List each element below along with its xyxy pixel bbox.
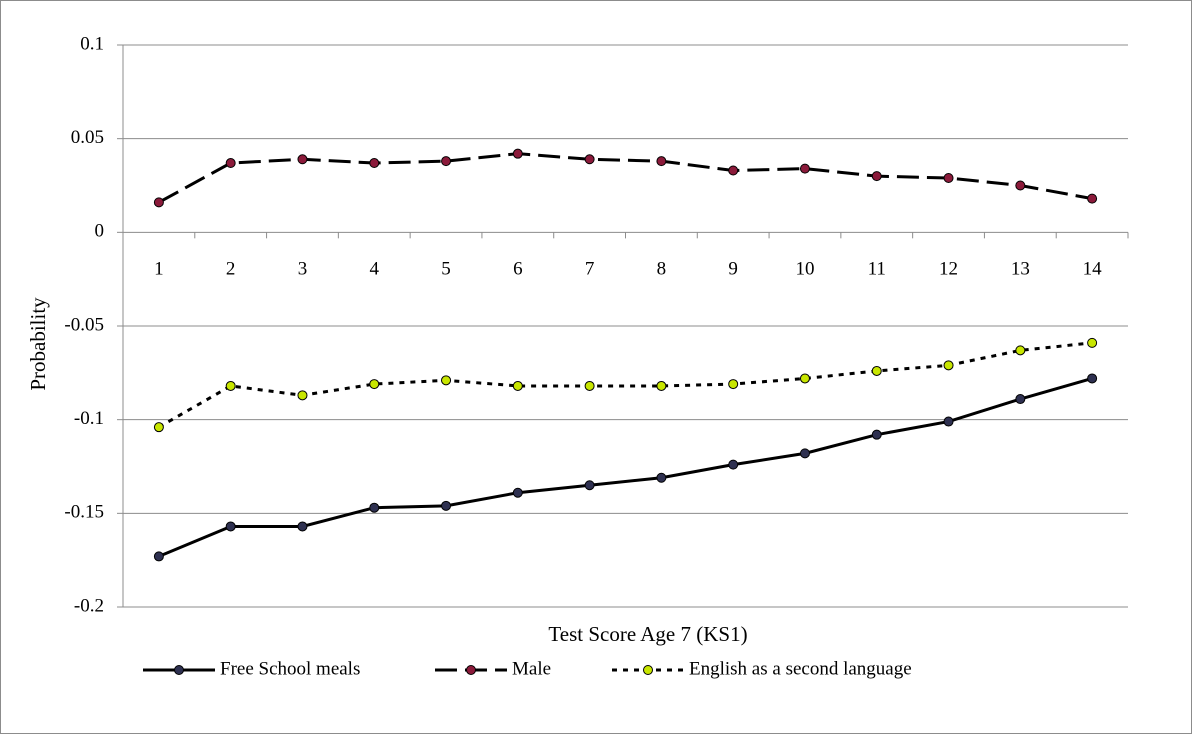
- point: [584, 480, 595, 491]
- x-tick-label: 13: [1011, 258, 1030, 279]
- y-tick-label: 0.05: [71, 127, 104, 148]
- point: [225, 521, 236, 532]
- point: [656, 156, 667, 167]
- legend-label: Male: [512, 658, 551, 679]
- legend-label: Free School meals: [220, 658, 360, 679]
- x-tick-label: 4: [370, 258, 380, 279]
- point: [728, 459, 739, 470]
- point: [441, 500, 452, 511]
- y-tick-label: -0.2: [74, 595, 104, 616]
- point: [584, 380, 595, 391]
- legend-label: English as a second language: [689, 658, 912, 679]
- x-tick-label: 11: [868, 258, 886, 279]
- point: [656, 472, 667, 483]
- point: [512, 380, 523, 391]
- point: [369, 502, 380, 513]
- series-line: [158, 377, 1093, 558]
- y-tick-label: -0.15: [64, 502, 104, 523]
- point: [943, 173, 954, 184]
- x-tick-label: 2: [226, 258, 236, 279]
- point: [799, 448, 810, 459]
- point: [297, 521, 308, 532]
- point: [225, 380, 236, 391]
- x-tick-label: 5: [441, 258, 451, 279]
- point: [871, 429, 882, 440]
- point: [225, 158, 236, 169]
- point: [297, 390, 308, 401]
- legend-marker: [643, 665, 653, 675]
- point: [1015, 345, 1026, 356]
- x-tick-label: 9: [728, 258, 738, 279]
- point: [153, 422, 164, 433]
- x-tick-label: 14: [1083, 258, 1103, 279]
- x-tick-label: 7: [585, 258, 595, 279]
- x-tick-label: 3: [298, 258, 308, 279]
- x-tick-label: 6: [513, 258, 523, 279]
- point: [943, 416, 954, 427]
- y-tick-label: 0: [95, 221, 105, 242]
- x-tick-label: 12: [939, 258, 958, 279]
- point: [1087, 337, 1098, 348]
- y-axis-title: Probability: [26, 297, 50, 391]
- point: [153, 551, 164, 562]
- legend-marker: [174, 665, 184, 675]
- y-tick-label: 0.1: [80, 33, 104, 54]
- point: [728, 165, 739, 176]
- point: [1087, 193, 1098, 204]
- y-tick-label: -0.1: [74, 408, 104, 429]
- point: [441, 375, 452, 386]
- point: [369, 379, 380, 390]
- point: [943, 360, 954, 371]
- x-tick-label: 1: [154, 258, 164, 279]
- series-line: [158, 152, 1093, 204]
- point: [153, 197, 164, 208]
- x-tick-label: 8: [657, 258, 667, 279]
- x-tick-label: 10: [795, 258, 814, 279]
- point: [1015, 394, 1026, 405]
- point: [799, 163, 810, 174]
- y-tick-label: -0.05: [64, 314, 104, 335]
- point: [369, 158, 380, 169]
- point: [656, 380, 667, 391]
- point: [871, 171, 882, 182]
- point: [297, 154, 308, 165]
- point: [441, 156, 452, 167]
- point: [512, 487, 523, 498]
- point: [799, 373, 810, 384]
- point: [1087, 373, 1098, 384]
- point: [728, 379, 739, 390]
- series-line: [158, 341, 1093, 429]
- point: [584, 154, 595, 165]
- legend-marker: [466, 665, 476, 675]
- point: [512, 148, 523, 159]
- x-axis-title: Test Score Age 7 (KS1): [548, 622, 747, 646]
- point: [1015, 180, 1026, 191]
- point: [871, 365, 882, 376]
